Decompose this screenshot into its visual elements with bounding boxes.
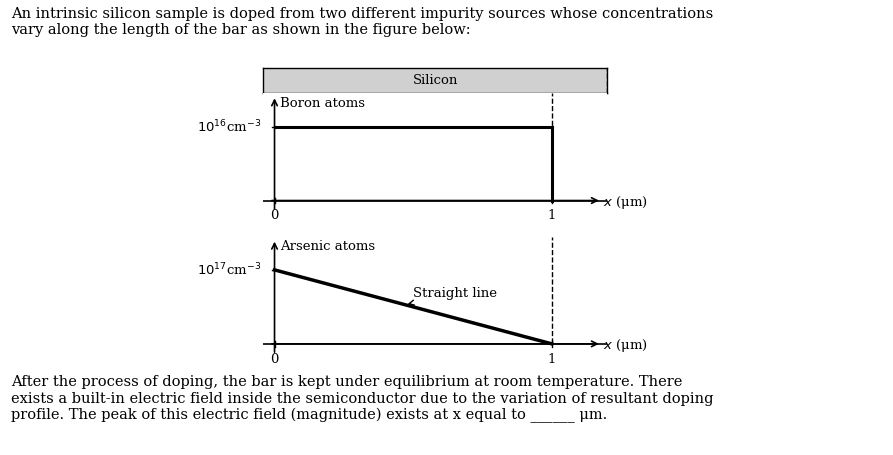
Text: 0: 0 <box>271 209 279 222</box>
Text: 0: 0 <box>271 353 279 366</box>
Text: Silicon: Silicon <box>413 74 458 87</box>
Text: $10^{16}$cm$^{-3}$: $10^{16}$cm$^{-3}$ <box>196 118 261 135</box>
Text: $10^{17}$cm$^{-3}$: $10^{17}$cm$^{-3}$ <box>196 262 261 278</box>
Text: An intrinsic silicon sample is doped from two different impurity sources whose c: An intrinsic silicon sample is doped fro… <box>11 7 713 37</box>
Text: $x$ (μm): $x$ (μm) <box>603 193 648 211</box>
Text: 1: 1 <box>547 353 556 366</box>
Text: 1: 1 <box>547 209 556 222</box>
Text: Boron atoms: Boron atoms <box>280 97 365 110</box>
Text: Straight line: Straight line <box>409 287 497 305</box>
Text: After the process of doping, the bar is kept under equilibrium at room temperatu: After the process of doping, the bar is … <box>11 375 714 423</box>
Text: $x$ (μm): $x$ (μm) <box>603 337 648 354</box>
Text: Arsenic atoms: Arsenic atoms <box>280 240 375 253</box>
